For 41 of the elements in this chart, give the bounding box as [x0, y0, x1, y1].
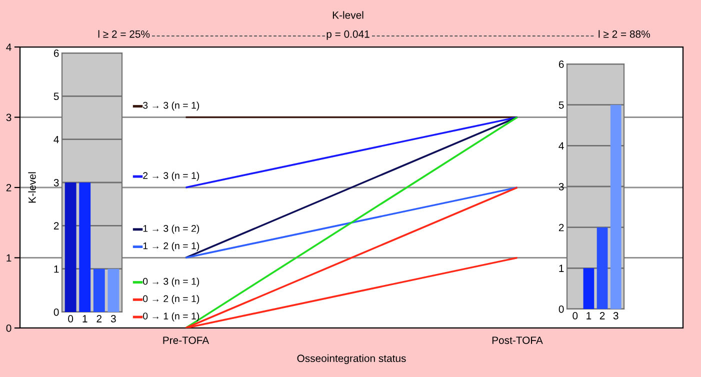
y-tick-label: 3	[558, 183, 564, 190]
y-tick-label: 3	[6, 114, 12, 122]
x-tick-label: 3	[613, 312, 618, 320]
y-tick-label: 6	[54, 50, 59, 57]
x-tick-label: 2	[600, 312, 605, 320]
y-tick-label: 4	[54, 136, 59, 144]
y-tick-label: 2	[54, 222, 59, 230]
text: p = 0.041	[326, 30, 370, 40]
x-tick-label: Pre-TOFA	[163, 336, 210, 344]
chart-title: K-level	[332, 11, 364, 19]
y-tick-label: 0	[6, 324, 12, 332]
x-tick-label: 0	[572, 312, 578, 320]
legend-label: 2 → 3 (n = 1)	[143, 172, 200, 181]
legend-label: 3 → 3 (n = 1)	[143, 102, 200, 111]
y-tick-label: 1	[54, 265, 59, 273]
x-tick-label: 1	[82, 315, 88, 322]
y-tick-label: 1	[6, 254, 12, 262]
y-tick-label: 3	[54, 179, 59, 186]
x-tick-label: Post-TOFA	[492, 336, 543, 344]
y-tick-label: 1	[559, 264, 564, 272]
y-tick-label: 4	[558, 142, 564, 150]
y-tick-label: 5	[54, 92, 59, 100]
x-axis-title: Osseointegration status	[297, 354, 406, 364]
legend-label: 0 → 2 (n = 1)	[143, 294, 200, 304]
y-axis-title: K-level	[28, 172, 36, 203]
y-tick-label: 2	[6, 184, 12, 192]
y-tick-label: 2	[558, 224, 564, 232]
legend-label: 0 → 1 (n = 1)	[143, 312, 200, 322]
text: l ≥ 2 = 88%	[598, 30, 650, 38]
legend-label: 1 → 2 (n = 1)	[143, 242, 200, 252]
x-tick-label: 1	[586, 312, 592, 320]
legend-label: 1 → 3 (n = 2)	[143, 224, 200, 234]
y-tick-label: 0	[558, 306, 564, 313]
text: l ≥ 2 = 25%	[98, 30, 150, 38]
x-tick-label: 0	[68, 315, 74, 322]
y-tick-label: 6	[558, 60, 564, 68]
y-tick-label: 4	[6, 44, 12, 51]
y-tick-label: 5	[558, 101, 564, 109]
x-tick-label: 3	[110, 315, 116, 322]
x-tick-label: 2	[96, 315, 102, 322]
legend-label: 0 → 3 (n = 1)	[143, 278, 200, 287]
